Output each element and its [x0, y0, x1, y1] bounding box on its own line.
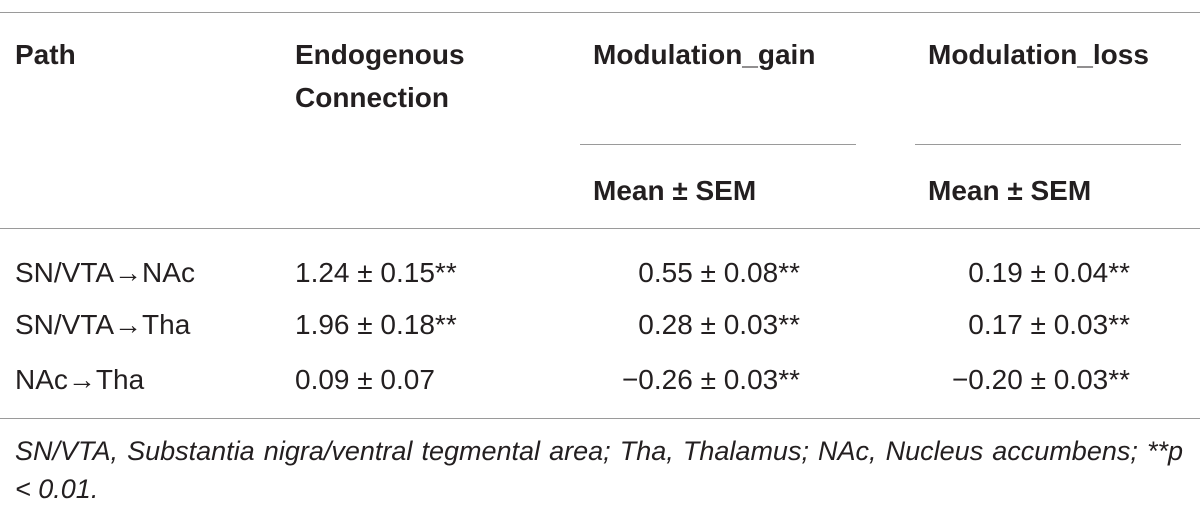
- table-cell: 1.24 ± 0.15**: [295, 257, 457, 288]
- top-rule: [0, 12, 1200, 13]
- header-cell: Modulation_gain: [593, 39, 816, 70]
- row-label: NAc→Tha: [15, 364, 145, 395]
- bottom-rule: [0, 418, 1200, 419]
- table-cell: 0.17 ± 0.03**: [968, 309, 1130, 340]
- header-cell: Modulation_loss: [928, 39, 1149, 70]
- subheader-cell: Mean ± SEM: [928, 175, 1092, 206]
- table-cell: 0.55 ± 0.08**: [638, 257, 800, 288]
- group-rule: [580, 144, 856, 145]
- header-cell: Path: [15, 39, 76, 70]
- table-cell: −0.26 ± 0.03**: [621, 364, 800, 395]
- footnote: SN/VTA, Substantia nigra/ventral tegment…: [15, 436, 1183, 504]
- group-rule: [915, 144, 1181, 145]
- subheader-cell: Mean ± SEM: [593, 175, 757, 206]
- table-cell: 1.96 ± 0.18**: [295, 309, 457, 340]
- header-rule: [0, 228, 1200, 229]
- row-label: SN/VTA→NAc: [15, 257, 195, 288]
- table-cell: 0.19 ± 0.04**: [968, 257, 1130, 288]
- table-cell: 0.28 ± 0.03**: [638, 309, 800, 340]
- table-cell: 0.09 ± 0.07: [295, 364, 435, 395]
- header-cell: Endogenous Connection: [295, 39, 465, 113]
- row-label: SN/VTA→Tha: [15, 309, 191, 340]
- table-cell: −0.20 ± 0.03**: [951, 364, 1130, 395]
